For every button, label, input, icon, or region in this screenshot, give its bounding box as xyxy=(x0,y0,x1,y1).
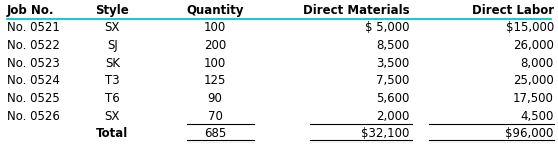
Text: 2,000: 2,000 xyxy=(376,110,410,123)
Text: No. 0526: No. 0526 xyxy=(7,110,60,123)
Text: SX: SX xyxy=(105,21,120,34)
Text: SJ: SJ xyxy=(107,39,118,52)
Text: SX: SX xyxy=(105,110,120,123)
Text: Quantity: Quantity xyxy=(186,4,244,17)
Text: 25,000: 25,000 xyxy=(513,74,554,87)
Text: No. 0525: No. 0525 xyxy=(7,92,60,105)
Text: $15,000: $15,000 xyxy=(506,21,554,34)
Text: 17,500: 17,500 xyxy=(513,92,554,105)
Text: 3,500: 3,500 xyxy=(376,57,410,70)
Text: Total: Total xyxy=(97,127,128,140)
Text: T6: T6 xyxy=(105,92,120,105)
Text: Direct Labor: Direct Labor xyxy=(472,4,554,17)
Text: Style: Style xyxy=(95,4,129,17)
Text: No. 0523: No. 0523 xyxy=(7,57,60,70)
Text: No. 0521: No. 0521 xyxy=(7,21,60,34)
Text: $32,100: $32,100 xyxy=(361,127,410,140)
Text: 90: 90 xyxy=(208,92,223,105)
Text: 7,500: 7,500 xyxy=(376,74,410,87)
Text: 200: 200 xyxy=(204,39,227,52)
Text: $96,000: $96,000 xyxy=(506,127,554,140)
Text: No. 0522: No. 0522 xyxy=(7,39,60,52)
Text: 685: 685 xyxy=(204,127,227,140)
Text: 8,000: 8,000 xyxy=(521,57,554,70)
Text: 4,500: 4,500 xyxy=(521,110,554,123)
Text: 100: 100 xyxy=(204,21,227,34)
Text: 8,500: 8,500 xyxy=(376,39,410,52)
Text: Direct Materials: Direct Materials xyxy=(303,4,410,17)
Text: 5,600: 5,600 xyxy=(376,92,410,105)
Text: 26,000: 26,000 xyxy=(513,39,554,52)
Text: 100: 100 xyxy=(204,57,227,70)
Text: 125: 125 xyxy=(204,74,227,87)
Text: SK: SK xyxy=(105,57,120,70)
Text: Job No.: Job No. xyxy=(7,4,55,17)
Text: $ 5,000: $ 5,000 xyxy=(365,21,410,34)
Text: 70: 70 xyxy=(208,110,223,123)
Text: No. 0524: No. 0524 xyxy=(7,74,60,87)
Text: T3: T3 xyxy=(105,74,120,87)
